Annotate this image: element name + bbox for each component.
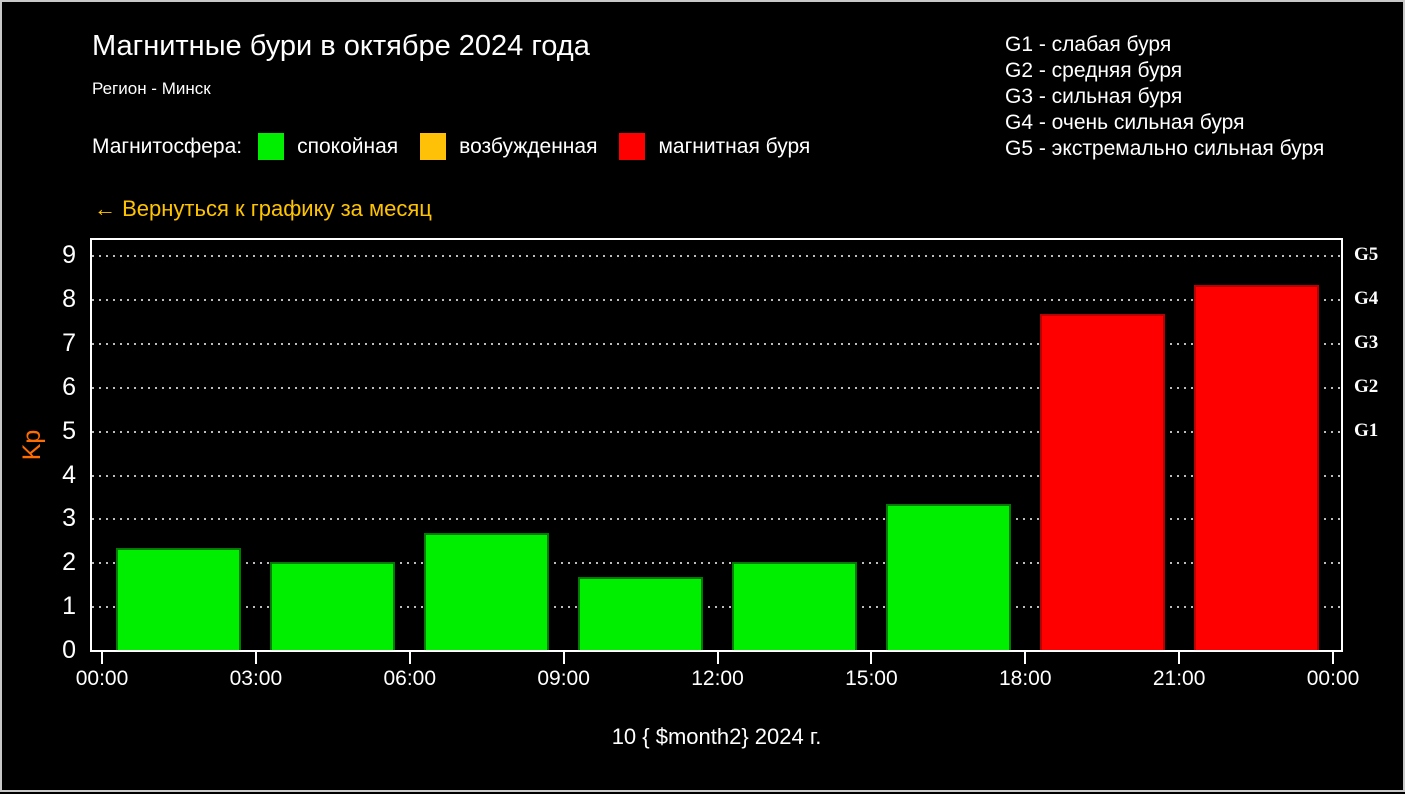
- x-tick-label-6: 18:00: [998, 667, 1052, 690]
- y-tick-label-9: 9: [62, 241, 76, 270]
- x-tick: [254, 652, 257, 664]
- gridline-kp-5: [92, 430, 1341, 433]
- kp-bar-1200: [731, 562, 857, 650]
- legend-item-label: магнитная буря: [658, 134, 811, 158]
- right-axis-label-g4: G4: [1354, 288, 1379, 310]
- gridline-kp-2: [92, 562, 1341, 565]
- storm-scale-line-g1: G1 - слабая буря: [1005, 33, 1172, 56]
- gridline-kp-7: [92, 343, 1341, 346]
- x-tick: [101, 652, 103, 664]
- x-tick: [1178, 652, 1181, 664]
- legend-item-label: спокойная: [297, 134, 399, 158]
- x-axis-title: 10 { $month2} 2024 г.: [611, 724, 822, 749]
- y-tick-label-4: 4: [62, 460, 76, 489]
- storm-scale-line-g4: G4 - очень сильная буря: [1005, 111, 1245, 134]
- legend-item-label: возбужденная: [459, 134, 598, 158]
- right-axis-label-g3: G3: [1354, 332, 1379, 354]
- right-axis-label-g2: G2: [1354, 375, 1379, 397]
- y-tick-label-3: 3: [62, 504, 76, 533]
- x-tick: [870, 652, 873, 664]
- gridline-kp-8: [92, 299, 1341, 302]
- gridline-kp-3: [92, 518, 1341, 521]
- x-tick-label-1: 03:00: [229, 667, 283, 690]
- storm-scale-line-g5: G5 - экстремально сильная буря: [1005, 137, 1325, 160]
- storm-scale-legend: G1 - слабая буря G2 - средняя буря G3 - си…: [1005, 32, 1324, 162]
- y-tick-label-0: 0: [62, 636, 76, 664]
- x-tick: [562, 652, 565, 664]
- back-to-month-link[interactable]: ← Вернуться к графику за месяц: [94, 196, 432, 221]
- kp-bar-0000: [116, 547, 242, 650]
- kp-bar-0900: [578, 576, 704, 650]
- storm-scale-line-g3: G3 - сильная буря: [1005, 85, 1183, 108]
- legend-swatch-icon: [258, 133, 285, 160]
- magnetosphere-legend-label: Магнитосфера:: [92, 134, 243, 158]
- x-tick-label-7: 21:00: [1152, 667, 1206, 690]
- magnetosphere-legend: Магнитосфера: спокойная возбужденная магни…: [92, 133, 832, 160]
- x-tick: [1024, 652, 1027, 664]
- legend-swatch-icon: [619, 133, 646, 160]
- legend-item: спокойная: [258, 133, 398, 160]
- right-axis-label-g1: G1: [1354, 419, 1379, 441]
- kp-bar-0600: [424, 532, 550, 650]
- gridline-kp-4: [92, 474, 1341, 477]
- y-tick-label-7: 7: [62, 329, 76, 358]
- gridline-kp-6: [92, 386, 1341, 389]
- y-tick-label-2: 2: [62, 548, 76, 577]
- page-title: Магнитные бури в октябре 2024 года: [92, 30, 590, 62]
- kp-bar-1800: [1039, 313, 1165, 650]
- x-tick-label-2: 06:00: [383, 667, 437, 690]
- y-tick-label-1: 1: [62, 592, 76, 621]
- legend-item: магнитная буря: [619, 133, 810, 160]
- legend-item: возбужденная: [420, 133, 597, 160]
- y-tick-label-6: 6: [62, 372, 76, 401]
- y-tick-label-8: 8: [62, 285, 76, 314]
- kp-bar-2100: [1193, 284, 1319, 650]
- chart-region: Kp 10 { $month2} 2024 г. 0 1 2 3 4 5 6 7 8 9 G1 G2 G…: [2, 238, 1405, 794]
- storm-scale-line-g2: G2 - средняя буря: [1005, 59, 1183, 82]
- x-tick: [716, 652, 719, 664]
- x-tick: [1332, 652, 1334, 664]
- gridline-kp-9: [92, 255, 1341, 258]
- x-tick-label-3: 09:00: [537, 667, 590, 690]
- x-tick-label-4: 12:00: [691, 667, 744, 690]
- y-tick-label-5: 5: [62, 416, 76, 445]
- x-tick: [408, 652, 411, 664]
- x-tick-label-0: 00:00: [75, 667, 129, 690]
- region-subtitle: Регион - Минск: [92, 79, 211, 98]
- kp-bar-1500: [885, 503, 1011, 650]
- kp-bar-0300: [270, 562, 396, 650]
- right-axis-label-g5: G5: [1354, 244, 1379, 266]
- gridline-kp-1: [92, 606, 1341, 609]
- x-tick-label-8: 00:00: [1306, 667, 1360, 690]
- magnetosphere-legend-items: спокойная возбужденная магнитная буря: [258, 133, 832, 160]
- plot-area: [90, 238, 1343, 652]
- legend-swatch-icon: [420, 133, 447, 160]
- x-tick-label-5: 15:00: [845, 667, 898, 690]
